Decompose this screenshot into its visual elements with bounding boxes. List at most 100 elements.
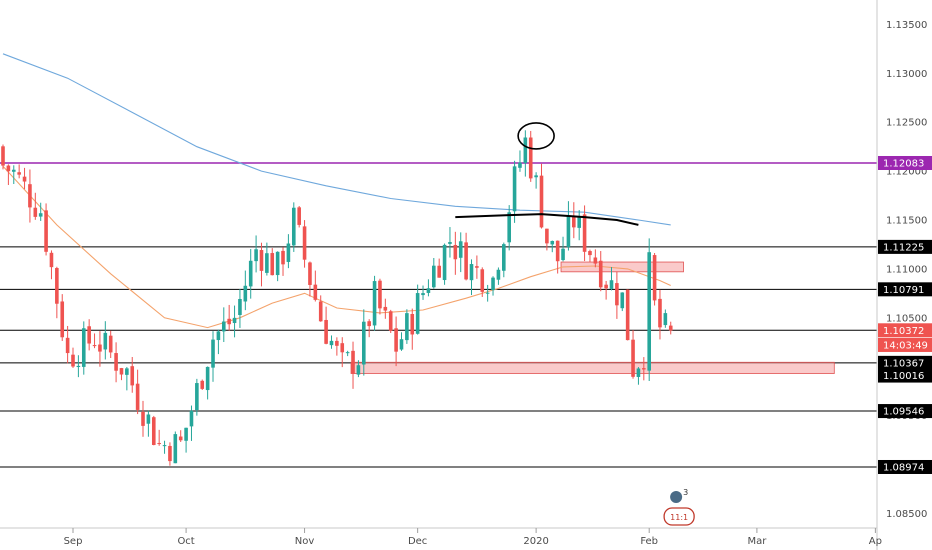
candle-body: [11, 169, 16, 172]
candle-body: [130, 366, 135, 386]
candle-body: [17, 172, 21, 175]
candle: [383, 298, 388, 319]
candle: [318, 295, 323, 322]
candle-body: [539, 175, 544, 228]
price-tag-label: 1.10367: [883, 358, 924, 369]
candle-body: [81, 328, 86, 367]
candle: [98, 331, 102, 367]
candle: [642, 357, 646, 381]
support-zones: [350, 261, 835, 374]
candle-body: [663, 313, 668, 326]
candle: [598, 251, 603, 292]
candle: [394, 316, 398, 367]
candle: [485, 284, 490, 302]
candle-body: [485, 292, 490, 294]
candle: [421, 285, 425, 300]
candle-body: [146, 414, 151, 424]
candle-body: [265, 253, 269, 273]
candle-body: [372, 281, 377, 326]
candle: [507, 205, 511, 251]
candle-body: [141, 411, 145, 426]
candle-body: [232, 317, 237, 324]
price-tag-label: 14:03:49: [883, 340, 928, 351]
candle: [135, 369, 140, 415]
candle-body: [668, 325, 673, 331]
candle: [28, 169, 32, 223]
time-tick-label: 2020: [523, 536, 548, 547]
candle: [92, 333, 97, 349]
candle-body: [238, 298, 242, 315]
time-tick-label: Nov: [295, 536, 315, 547]
price-tick-label: 1.11500: [886, 216, 927, 227]
candle: [453, 231, 458, 275]
badge-count: 3: [683, 488, 688, 497]
candle-body: [642, 368, 646, 370]
price-tick-label: 1.10500: [886, 313, 927, 324]
candle: [475, 255, 479, 279]
horizontal-levels: [0, 162, 877, 468]
candle: [582, 205, 587, 262]
candle-body: [329, 340, 334, 346]
candle: [76, 355, 81, 378]
candle-body: [114, 353, 118, 371]
candle: [313, 270, 318, 302]
candle: [372, 275, 377, 331]
candle-body: [302, 226, 307, 260]
candle: [351, 341, 355, 389]
candle-body: [38, 213, 43, 217]
candle-body: [582, 214, 587, 252]
candle-body: [71, 354, 75, 367]
price-tag-label: 1.10791: [883, 285, 924, 296]
candle-body: [545, 228, 549, 244]
candle-body: [636, 368, 641, 377]
candle: [512, 160, 517, 223]
candle: [17, 164, 21, 179]
candle: [620, 292, 625, 312]
candle-body: [631, 339, 635, 377]
candle: [572, 202, 576, 239]
price-tag-label: 1.08974: [883, 462, 924, 473]
candle: [518, 150, 522, 172]
candle: [361, 309, 366, 376]
candle: [528, 130, 533, 182]
candle: [114, 342, 118, 383]
candle: [432, 257, 436, 289]
candle: [216, 329, 221, 355]
candle-body: [388, 311, 393, 331]
candle: [480, 267, 485, 297]
candle-body: [518, 162, 522, 168]
candle-body: [469, 264, 474, 281]
candle-body: [119, 368, 124, 375]
watermark-badge: 3 11:1: [663, 488, 695, 526]
candle-body: [221, 321, 226, 332]
price-tag: 1.10791: [878, 282, 932, 297]
candle-body: [173, 434, 178, 464]
drawings: [455, 122, 639, 226]
candle: [545, 228, 549, 251]
candle: [71, 347, 75, 368]
candle-body: [92, 345, 97, 347]
time-axis[interactable]: Sep Oct Nov Dec 2020 Feb Mar Ap: [64, 528, 882, 547]
candle: [11, 165, 16, 185]
candle: [60, 294, 65, 341]
price-tick-label: 1.11000: [886, 264, 927, 275]
candle-body: [361, 321, 366, 365]
candle-body: [512, 166, 517, 212]
candle-body: [44, 210, 48, 252]
candle: [141, 400, 145, 437]
price-tag: 14:03:49: [878, 337, 932, 352]
candle: [491, 276, 495, 296]
candle: [356, 360, 361, 378]
candle: [81, 321, 86, 375]
support-zone-0: [350, 361, 835, 374]
candle-body: [184, 427, 188, 441]
candle-body: [394, 328, 398, 352]
candle: [523, 130, 528, 177]
candle-body: [60, 301, 65, 338]
candle-body: [351, 350, 355, 374]
candle-body: [453, 244, 458, 260]
candle-body: [254, 249, 258, 262]
candle: [221, 307, 226, 343]
time-tick-label: Mar: [747, 536, 767, 547]
